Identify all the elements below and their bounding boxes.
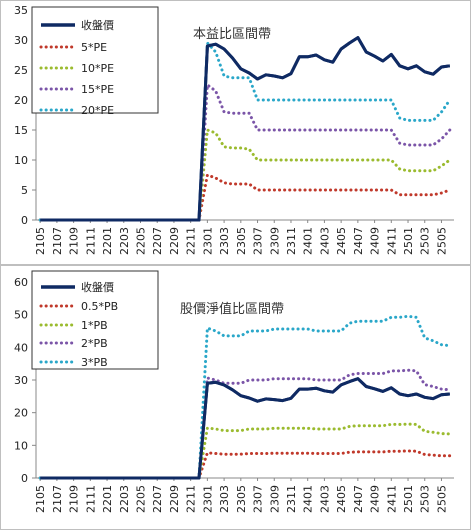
- legend-label-4: 3*PB: [81, 356, 108, 369]
- series-line-3: [38, 83, 452, 222]
- x-tick-label: 2409: [369, 485, 382, 513]
- legend-label-4: 20*PE: [81, 104, 114, 117]
- x-tick-label: 2505: [435, 485, 448, 513]
- x-tick-label: 2307: [252, 485, 265, 513]
- legend: 收盤價 5*PE 10*PE 15*PE 20*PE: [31, 6, 159, 117]
- y-tick-label: 5: [21, 184, 28, 197]
- x-tick-label: 2201: [101, 227, 114, 255]
- legend-label-3: 2*PB: [81, 337, 108, 350]
- x-tick-label: 2107: [51, 227, 64, 255]
- x-tick-label: 2109: [68, 227, 81, 255]
- x-tick-label: 2403: [318, 227, 331, 255]
- x-tick-label: 2309: [268, 485, 281, 513]
- y-tick-label: 60: [14, 276, 28, 289]
- x-tick-label: 2211: [185, 227, 198, 255]
- legend-label-0: 收盤價: [81, 280, 114, 294]
- series-line-1: [38, 449, 452, 480]
- x-tick-label: 2305: [235, 227, 248, 255]
- pe-band-chart: 0 5 10 15 20 25 30 35 2105 2107 2109 2111 2201 2203 22…: [0, 0, 471, 265]
- x-tick-label: 2501: [402, 485, 415, 513]
- pe-band-chart-panel: 0 5 10 15 20 25 30 35 2105 2107 2109 2111 2201 2203 22…: [0, 0, 471, 265]
- y-tick-label: 10: [14, 439, 28, 452]
- x-tick-label: 2209: [168, 227, 181, 255]
- x-tick-label: 2305: [235, 485, 248, 513]
- chart-title: 股價淨值比區間帶: [180, 301, 284, 317]
- x-tick-label: 2405: [335, 227, 348, 255]
- x-tick-label: 2111: [84, 485, 97, 513]
- legend-label-2: 1*PB: [81, 319, 108, 332]
- series-line-close-price: [40, 36, 451, 222]
- pb-band-chart: 0 10 20 30 40 50 60 2105 2107 2109 2111 2201 2203 220…: [0, 265, 471, 530]
- x-tick-label: 2209: [168, 485, 181, 513]
- series-line-1: [38, 173, 452, 222]
- y-tick-label: 15: [14, 124, 28, 137]
- y-tick-label: 50: [14, 309, 28, 322]
- y-tick-label: 0: [21, 472, 28, 485]
- x-tick-label: 2309: [268, 227, 281, 255]
- series-line-4: [38, 314, 452, 480]
- y-tick-label: 20: [14, 94, 28, 107]
- legend-label-1: 5*PE: [81, 41, 107, 54]
- x-tick-label: 2211: [185, 485, 198, 513]
- y-tick-label: 40: [14, 341, 28, 354]
- x-tick-label: 2409: [369, 227, 382, 255]
- x-tick-label: 2105: [34, 227, 47, 255]
- x-tick-label: 2503: [419, 485, 432, 513]
- y-tick-label: 0: [21, 214, 28, 227]
- x-tick-label: 2301: [201, 485, 214, 513]
- x-tick-label: 2107: [51, 485, 64, 513]
- legend-label-1: 0.5*PB: [81, 300, 118, 313]
- x-tick-label: 2311: [285, 227, 298, 255]
- series-line-close-price: [40, 377, 450, 480]
- x-tick-label: 2311: [285, 485, 298, 513]
- x-tick-label: 2405: [335, 485, 348, 513]
- y-tick-label: 30: [14, 34, 28, 47]
- y-tick-label: 10: [14, 154, 28, 167]
- x-tick-label: 2207: [151, 485, 164, 513]
- legend-label-3: 15*PE: [81, 83, 114, 96]
- x-tick-label: 2503: [419, 227, 432, 255]
- series-line-2: [38, 128, 452, 222]
- chart-title: 本益比區間帶: [193, 27, 271, 42]
- x-tick-label: 2105: [34, 485, 47, 513]
- x-tick-label: 2401: [302, 227, 315, 255]
- x-tick-label: 2207: [151, 227, 164, 255]
- pb-band-chart-panel: 0 10 20 30 40 50 60 2105 2107 2109 2111 2201 2203 220…: [0, 265, 471, 530]
- y-tick-label: 20: [14, 407, 28, 420]
- x-tick-label: 2203: [118, 485, 131, 513]
- x-tick-label: 2203: [118, 227, 131, 255]
- legend-label-0: 收盤價: [81, 18, 114, 32]
- x-tick-label: 2205: [135, 485, 148, 513]
- x-tick-label: 2407: [352, 227, 365, 255]
- legend: 收盤價 0.5*PB 1*PB 2*PB 3*PB: [31, 270, 159, 370]
- y-tick-label: 30: [14, 374, 28, 387]
- legend-label-2: 10*PE: [81, 62, 114, 75]
- x-tick-label: 2303: [218, 485, 231, 513]
- x-tick-label: 2403: [318, 485, 331, 513]
- x-tick-label: 2505: [435, 227, 448, 255]
- x-tick-label: 2201: [101, 485, 114, 513]
- x-tick-label: 2301: [201, 227, 214, 255]
- series-line-4: [38, 41, 452, 222]
- x-tick-label: 2411: [385, 227, 398, 255]
- x-tick-label: 2303: [218, 227, 231, 255]
- x-tick-label: 2205: [135, 227, 148, 255]
- x-tick-label: 2407: [352, 485, 365, 513]
- y-tick-label: 35: [14, 4, 28, 17]
- x-tick-label: 2501: [402, 227, 415, 255]
- y-tick-label: 25: [14, 64, 28, 77]
- x-tick-label: 2109: [68, 485, 81, 513]
- x-tick-label: 2411: [385, 485, 398, 513]
- x-tick-label: 2111: [84, 227, 97, 255]
- x-tick-label: 2401: [302, 485, 315, 513]
- x-tick-label: 2307: [252, 227, 265, 255]
